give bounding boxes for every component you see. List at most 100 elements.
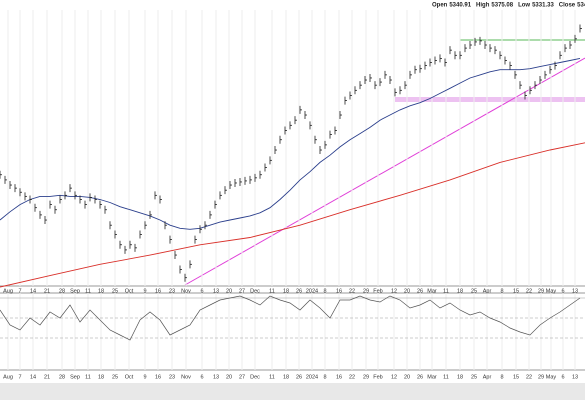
price-bar — [419, 64, 422, 73]
price-bar — [494, 46, 497, 55]
x-tick-label: May — [546, 288, 557, 294]
x-tick-label: 22 — [526, 374, 532, 380]
price-bar — [304, 111, 307, 120]
price-bar — [149, 210, 152, 219]
header-item: Low — [518, 3, 530, 9]
x-tick-label: 18 — [98, 288, 104, 294]
price-bar — [144, 221, 147, 230]
price-bar — [274, 146, 277, 155]
price-bar — [49, 200, 52, 209]
price-bar — [354, 86, 357, 95]
x-tick-label: Sep — [70, 374, 80, 380]
price-bar — [369, 73, 372, 82]
x-tick-label: 8 — [500, 374, 503, 380]
x-tick-label: 29 — [538, 374, 544, 380]
x-tick-label: 21 — [44, 288, 50, 294]
price-bar — [249, 175, 252, 184]
x-tick-label: Apr — [483, 374, 492, 380]
price-bar — [134, 243, 137, 252]
x-tick-label: Dec — [250, 288, 260, 294]
price-bar — [124, 245, 127, 254]
header-item: 5331.33 — [532, 3, 554, 9]
x-tick-label: 6 — [200, 288, 203, 294]
price-bar — [254, 173, 257, 182]
x-tick-label: Nov — [181, 288, 191, 294]
trend-line — [184, 57, 585, 286]
price-bar — [424, 61, 427, 70]
x-tick-label: 26 — [296, 288, 302, 294]
x-tick-label: 8 — [323, 374, 326, 380]
price-bar — [534, 81, 537, 90]
price-bar — [159, 195, 162, 204]
x-tick-label: 11 — [443, 288, 449, 294]
x-tick-label: 6 — [561, 374, 564, 380]
header-item: High — [476, 3, 490, 9]
x-tick-label: 23 — [169, 288, 175, 294]
price-bar — [209, 210, 212, 219]
x-tick-label: Feb — [373, 288, 382, 294]
x-tick-label: 16 — [336, 374, 342, 380]
price-bar — [19, 188, 22, 197]
x-tick-label: 29 — [363, 374, 369, 380]
price-bar — [484, 41, 487, 50]
price-bar — [459, 51, 462, 60]
price-bar — [109, 221, 112, 230]
price-bar — [499, 51, 502, 60]
price-bar — [9, 181, 12, 190]
price-bar — [224, 186, 227, 195]
price-bar — [284, 126, 287, 135]
x-tick-label: 15 — [513, 288, 519, 294]
x-tick-label: 20 — [226, 374, 232, 380]
price-bar — [579, 24, 582, 33]
price-bar — [44, 216, 47, 225]
price-bar — [559, 51, 562, 60]
price-bar — [114, 230, 117, 239]
price-bar — [339, 111, 342, 120]
price-bar — [434, 56, 437, 65]
price-bar — [464, 44, 467, 53]
x-tick-label: 11 — [269, 374, 275, 380]
x-tick-label: 18 — [457, 374, 463, 380]
price-bar — [64, 191, 67, 200]
price-bar — [164, 221, 167, 230]
price-bar — [74, 191, 77, 200]
price-bar — [469, 41, 472, 50]
x-tick-label: 18 — [457, 288, 463, 294]
x-tick-label: 27 — [239, 288, 245, 294]
price-bar — [169, 235, 172, 244]
price-bar — [264, 163, 267, 172]
x-tick-label: 22 — [349, 374, 355, 380]
price-bar — [324, 140, 327, 149]
x-tick-label: Apr — [483, 288, 492, 294]
x-tick-label: 11 — [85, 374, 91, 380]
price-bar — [524, 91, 527, 100]
price-bar — [154, 191, 157, 200]
x-tick-label: 13 — [572, 374, 578, 380]
price-bar — [359, 81, 362, 90]
price-bar — [244, 176, 247, 185]
x-tick-label: 28 — [59, 288, 65, 294]
line — [0, 295, 581, 341]
x-tick-label: 6 — [200, 374, 203, 380]
price-bar — [89, 193, 92, 202]
x-tick-label: 8 — [500, 288, 503, 294]
price-bar — [379, 78, 382, 87]
x-tick-label: 11 — [443, 374, 449, 380]
price-bar — [539, 76, 542, 85]
x-tick-label: 22 — [349, 288, 355, 294]
price-bar — [29, 195, 32, 204]
price-bar — [99, 200, 102, 209]
x-tick-label: 25 — [112, 374, 118, 380]
price-bar — [14, 184, 17, 193]
x-tick-label: 25 — [112, 288, 118, 294]
price-bar — [189, 260, 192, 269]
support-zone — [395, 97, 585, 102]
price-bar — [314, 135, 317, 144]
x-tick-label: Sep — [70, 288, 80, 294]
price-bar — [344, 96, 347, 105]
x-tick-label: 28 — [59, 374, 65, 380]
x-tick-label: Mar — [427, 288, 437, 294]
price-bar — [544, 70, 547, 79]
scroll-bar — [0, 383, 585, 400]
x-tick-label: 27 — [239, 374, 245, 380]
